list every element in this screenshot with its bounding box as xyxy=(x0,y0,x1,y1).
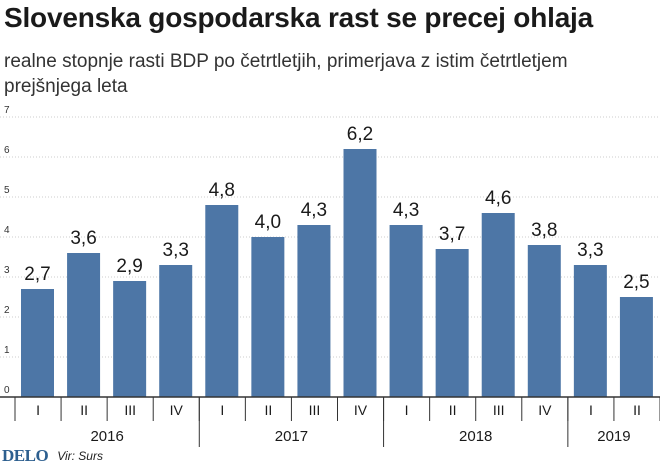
quarter-label: I xyxy=(589,402,593,418)
data-label: 4,3 xyxy=(393,200,419,221)
bar xyxy=(343,149,377,397)
quarter-label: III xyxy=(493,402,505,418)
data-label: 2,9 xyxy=(116,256,142,277)
y-tick-label: 0 xyxy=(4,385,10,396)
data-label: 4,8 xyxy=(209,180,235,201)
data-label: 6,2 xyxy=(347,124,373,145)
bar xyxy=(297,225,331,397)
bar xyxy=(113,281,147,397)
bar xyxy=(619,297,653,397)
footer: DELO Vir: Surs xyxy=(0,442,103,470)
data-label: 4,0 xyxy=(255,212,281,233)
data-label: 3,6 xyxy=(70,228,96,249)
data-label: 3,7 xyxy=(439,224,465,245)
delo-logo: DELO xyxy=(2,446,49,465)
bar xyxy=(527,245,561,397)
bar xyxy=(159,265,193,397)
data-label: 3,3 xyxy=(163,240,189,261)
data-label: 2,7 xyxy=(24,264,50,285)
year-label: 2016 xyxy=(90,428,123,445)
chart-subtitle: realne stopnje rasti BDP po četrtletjih,… xyxy=(4,51,568,97)
data-label: 3,8 xyxy=(531,220,557,241)
quarter-label: II xyxy=(633,402,641,418)
data-label: 2,5 xyxy=(623,272,649,293)
bar xyxy=(205,205,239,397)
quarter-label: II xyxy=(80,402,88,418)
data-label: 3,3 xyxy=(577,240,603,261)
bar xyxy=(389,225,423,397)
y-tick-label: 2 xyxy=(4,305,10,316)
quarter-label: III xyxy=(309,402,321,418)
source-note: Vir: Surs xyxy=(57,449,103,463)
quarter-label: IV xyxy=(354,402,368,418)
quarter-label: IV xyxy=(538,402,552,418)
quarter-label: I xyxy=(405,402,409,418)
year-label: 2017 xyxy=(275,428,308,445)
bar xyxy=(573,265,607,397)
year-label: 2018 xyxy=(459,428,492,445)
bar xyxy=(481,213,515,397)
y-tick-label: 1 xyxy=(4,345,10,356)
data-label: 4,3 xyxy=(301,200,327,221)
bar xyxy=(21,289,54,397)
y-tick-label: 5 xyxy=(4,185,10,196)
quarter-label: II xyxy=(265,402,273,418)
bar xyxy=(435,249,469,397)
bar xyxy=(251,237,285,397)
y-tick-label: 7 xyxy=(4,105,10,116)
quarter-label: II xyxy=(449,402,457,418)
quarter-label: III xyxy=(124,402,136,418)
bar xyxy=(67,253,101,397)
quarter-label: I xyxy=(220,402,224,418)
quarter-label: I xyxy=(36,402,40,418)
quarter-label: IV xyxy=(170,402,184,418)
year-label: 2019 xyxy=(597,428,630,445)
y-tick-label: 3 xyxy=(4,265,10,276)
y-tick-label: 6 xyxy=(4,145,10,156)
y-tick-label: 4 xyxy=(4,225,10,236)
chart-title: Slovenska gospodarska rast se precej ohl… xyxy=(4,2,594,33)
data-label: 4,6 xyxy=(485,188,511,209)
